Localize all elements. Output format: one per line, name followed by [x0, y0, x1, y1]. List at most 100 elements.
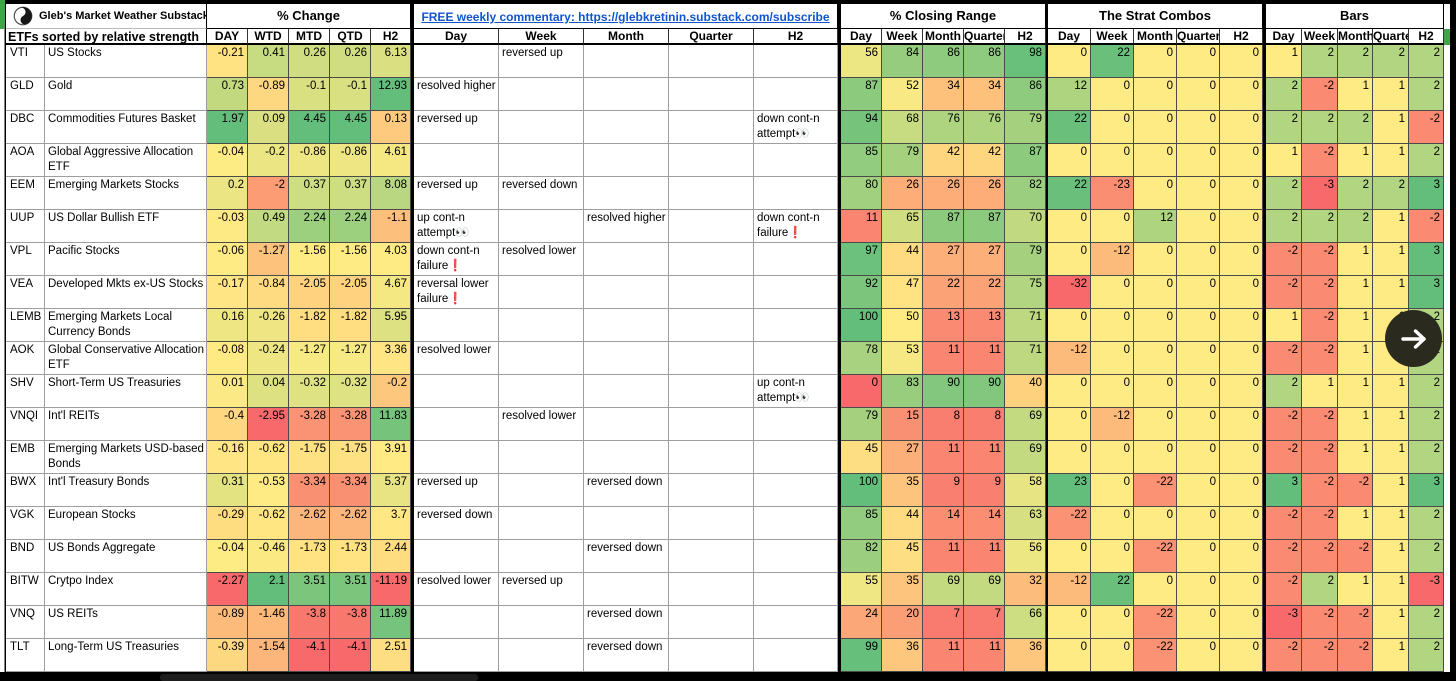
strat-combo-cell[interactable]: -12	[1048, 573, 1091, 606]
pct-change-cell[interactable]: -0.17	[207, 276, 248, 309]
pct-change-cell[interactable]: -0.26	[248, 309, 289, 342]
bars-cell[interactable]: 2	[1409, 507, 1444, 540]
bars-cell[interactable]: -2	[1266, 573, 1302, 606]
closing-range-cell[interactable]: 11	[923, 639, 964, 672]
strat-combo-cell[interactable]: 0	[1177, 342, 1220, 375]
commentary-cell[interactable]	[499, 210, 584, 243]
etf-name-cell[interactable]: Emerging Markets Stocks	[45, 177, 207, 210]
closing-range-cell[interactable]: 87	[964, 210, 1005, 243]
bars-cell[interactable]: 1	[1338, 342, 1373, 375]
commentary-cell[interactable]	[669, 540, 754, 573]
bars-cell[interactable]: -2	[1302, 408, 1338, 441]
closing-range-cell[interactable]: 100	[841, 309, 882, 342]
ticker-cell[interactable]: BWX	[6, 474, 45, 507]
strat-combo-cell[interactable]: 0	[1091, 309, 1134, 342]
etf-name-cell[interactable]: Emerging Markets Local Currency Bonds	[45, 309, 207, 342]
ticker-cell[interactable]: AOA	[6, 144, 45, 177]
commentary-cell[interactable]: reversed up	[499, 573, 584, 606]
pct-change-cell[interactable]: -0.1	[289, 78, 330, 111]
closing-range-cell[interactable]: 90	[923, 375, 964, 408]
etf-name-cell[interactable]: US Bonds Aggregate	[45, 540, 207, 573]
bars-cell[interactable]: -2	[1302, 507, 1338, 540]
pct-change-cell[interactable]: -1.27	[330, 342, 371, 375]
etf-name-cell[interactable]: Gold	[45, 78, 207, 111]
bars-cell[interactable]: 1	[1373, 441, 1409, 474]
bars-cell[interactable]: -3	[1302, 177, 1338, 210]
pct-change-cell[interactable]: 5.95	[371, 309, 411, 342]
bars-cell[interactable]: 1	[1373, 408, 1409, 441]
pct-change-cell[interactable]: -0.62	[248, 441, 289, 474]
bars-cell[interactable]: 1	[1338, 78, 1373, 111]
strat-combo-cell[interactable]: 0	[1177, 441, 1220, 474]
strat-combo-cell[interactable]: -22	[1134, 474, 1177, 507]
strat-combo-cell[interactable]: 0	[1048, 408, 1091, 441]
bars-cell[interactable]: 2	[1266, 78, 1302, 111]
pct-change-cell[interactable]: -3.8	[289, 606, 330, 639]
closing-range-cell[interactable]: 56	[841, 45, 882, 78]
bars-cell[interactable]: 2	[1409, 78, 1444, 111]
closing-range-cell[interactable]: 83	[882, 375, 923, 408]
bars-cell[interactable]: 2	[1409, 375, 1444, 408]
bars-cell[interactable]: -2	[1302, 309, 1338, 342]
pct-change-cell[interactable]: -1.54	[248, 639, 289, 672]
etf-name-cell[interactable]: Global Conservative Allocation ETF	[45, 342, 207, 375]
pct-change-cell[interactable]: -0.84	[248, 276, 289, 309]
etf-name-cell[interactable]: Int'l REITs	[45, 408, 207, 441]
commentary-cell[interactable]: reversed up	[414, 474, 499, 507]
commentary-cell[interactable]	[584, 408, 669, 441]
ticker-cell[interactable]: TLT	[6, 639, 45, 672]
strat-combo-cell[interactable]: 0	[1091, 276, 1134, 309]
bars-cell[interactable]: 1	[1373, 507, 1409, 540]
bars-cell[interactable]: 2	[1302, 45, 1338, 78]
etf-name-cell[interactable]: European Stocks	[45, 507, 207, 540]
strat-combo-cell[interactable]: 0	[1220, 276, 1263, 309]
strat-combo-cell[interactable]: 0	[1220, 606, 1263, 639]
strat-combo-cell[interactable]: 0	[1091, 441, 1134, 474]
strat-combo-cell[interactable]: 0	[1134, 111, 1177, 144]
strat-combo-cell[interactable]: 0	[1134, 45, 1177, 78]
pct-change-cell[interactable]: 0.37	[289, 177, 330, 210]
commentary-cell[interactable]: reversed down	[584, 639, 669, 672]
strat-combo-cell[interactable]: 22	[1091, 45, 1134, 78]
strat-combo-cell[interactable]: 0	[1048, 540, 1091, 573]
closing-range-cell[interactable]: 35	[882, 474, 923, 507]
strat-combo-cell[interactable]: 22	[1048, 177, 1091, 210]
strat-combo-cell[interactable]: 12	[1134, 210, 1177, 243]
bars-cell[interactable]: 1	[1373, 540, 1409, 573]
closing-range-cell[interactable]: 99	[841, 639, 882, 672]
commentary-cell[interactable]	[754, 144, 838, 177]
commentary-cell[interactable]	[584, 342, 669, 375]
closing-range-cell[interactable]: 98	[1005, 45, 1046, 78]
pct-change-cell[interactable]: -0.53	[248, 474, 289, 507]
commentary-cell[interactable]	[669, 573, 754, 606]
pct-change-cell[interactable]: 0.26	[289, 45, 330, 78]
commentary-cell[interactable]	[754, 573, 838, 606]
bars-cell[interactable]: -2	[1338, 474, 1373, 507]
etf-name-cell[interactable]: Global Aggressive Allocation ETF	[45, 144, 207, 177]
strat-combo-cell[interactable]: 0	[1091, 540, 1134, 573]
commentary-cell[interactable]	[584, 243, 669, 276]
commentary-cell[interactable]	[669, 408, 754, 441]
ticker-cell[interactable]: BND	[6, 540, 45, 573]
bars-cell[interactable]: -2	[1302, 243, 1338, 276]
pct-change-cell[interactable]: -0.1	[330, 78, 371, 111]
commentary-cell[interactable]	[669, 45, 754, 78]
pct-change-cell[interactable]: -2	[248, 177, 289, 210]
bars-cell[interactable]: 1	[1338, 573, 1373, 606]
commentary-cell[interactable]: reversed down	[584, 474, 669, 507]
pct-change-cell[interactable]: -0.16	[207, 441, 248, 474]
strat-combo-cell[interactable]: 0	[1177, 111, 1220, 144]
commentary-cell[interactable]	[499, 606, 584, 639]
bars-cell[interactable]: 2	[1409, 45, 1444, 78]
closing-range-cell[interactable]: 53	[882, 342, 923, 375]
closing-range-cell[interactable]: 71	[1005, 309, 1046, 342]
ticker-cell[interactable]: VTI	[6, 45, 45, 78]
closing-range-cell[interactable]: 26	[964, 177, 1005, 210]
closing-range-cell[interactable]: 7	[923, 606, 964, 639]
closing-range-cell[interactable]: 86	[1005, 78, 1046, 111]
strat-combo-cell[interactable]: 0	[1048, 45, 1091, 78]
commentary-cell[interactable]: resolved lower	[499, 243, 584, 276]
strat-combo-cell[interactable]: 0	[1220, 540, 1263, 573]
strat-combo-cell[interactable]: 0	[1220, 474, 1263, 507]
pct-change-cell[interactable]: 11.83	[371, 408, 411, 441]
